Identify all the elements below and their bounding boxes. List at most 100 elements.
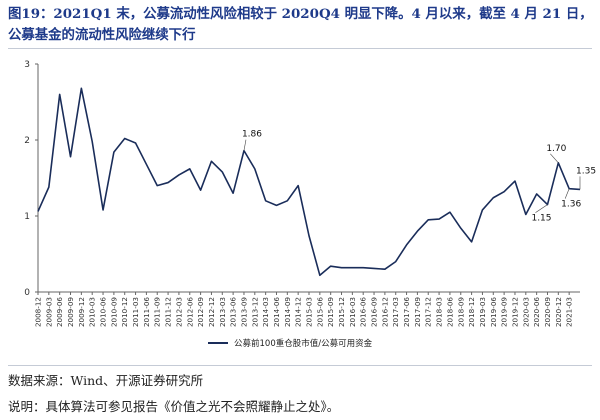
x-tick-label: 2017-03 [391,297,400,327]
y-tick-label: 1 [24,212,30,222]
data-point [112,150,116,154]
x-tick-label: 2015-06 [315,297,324,327]
x-tick-label: 2015-12 [337,297,346,327]
data-point [134,141,138,145]
data-label-leader [535,204,548,213]
data-point [264,199,268,203]
x-tick-label: 2015-09 [326,297,335,327]
x-tick-label: 2012-03 [174,297,183,327]
x-tick-label: 2016-09 [370,297,379,327]
y-tick-labels: 0 1 2 3 [24,60,38,298]
data-point [220,170,224,174]
x-tick-label: 2014-09 [283,297,292,327]
data-point [155,184,159,188]
legend: 公募前100重仓股市值/公募可用资金 [208,338,373,349]
x-tick-labels: 2008-12 2009-03 2009-06 2009-09 2009-12 2010-… [34,292,574,327]
data-point [188,167,192,171]
x-tick-label: 2017-06 [402,297,411,327]
x-tick-label: 2013-06 [229,297,238,327]
data-point [210,159,214,163]
x-tick-label: 2010-03 [88,297,97,327]
legend-label: 公募前100重仓股市值/公募可用资金 [234,338,373,349]
data-point [296,184,300,188]
x-tick-label: 2018-09 [456,297,465,327]
data-label: 1.36 [561,200,581,210]
x-tick-label: 2010-12 [120,297,129,327]
data-point [372,267,376,271]
x-tick-label: 2019-12 [510,297,519,327]
data-point [36,210,40,214]
data-point [416,229,420,233]
x-tick-label: 2020-03 [521,297,530,327]
data-point [383,267,387,271]
data-point [47,185,51,189]
data-point [101,208,105,212]
x-tick-label: 2020-09 [543,297,552,327]
x-tick-label: 2008-12 [34,297,43,327]
x-tick-label: 2018-06 [445,297,454,327]
data-point [524,213,528,217]
x-tick-label: 2019-09 [500,297,509,327]
data-point [80,87,84,91]
x-tick-label: 2020-12 [554,297,563,327]
x-tick-label: 2011-06 [142,297,151,327]
data-point [470,240,474,244]
x-tick-label: 2016-03 [348,297,357,327]
data-point [166,181,170,185]
data-point [231,191,235,195]
data-point [307,234,311,238]
data-label-leader [243,139,247,151]
x-tick-label: 2011-09 [153,297,162,327]
x-tick-label: 2013-03 [218,297,227,327]
data-point [90,140,94,144]
data-point [394,260,398,264]
series-line-group [36,87,581,277]
data-point [361,266,365,270]
data-point [275,204,279,208]
data-label: 1.35 [576,166,596,176]
line-chart: 0 1 2 3 2008-12 2009-03 2009-06 2009-09 2009-12… [24,60,596,349]
bottom-divider [8,365,592,366]
data-label-leader [550,153,559,163]
x-tick-label: 2010-09 [109,297,118,327]
data-label: 1.86 [242,130,262,140]
data-point [481,208,485,212]
x-tick-label: 2021-03 [565,297,574,327]
data-label: 1.15 [531,214,551,224]
x-tick-label: 2019-06 [489,297,498,327]
y-tick-label: 3 [24,60,30,70]
data-label: 1.70 [546,144,566,154]
x-tick-label: 2012-06 [185,297,194,327]
series-line [37,87,581,277]
y-tick-label: 2 [24,136,30,146]
data-point [177,173,181,177]
x-tick-label: 2010-06 [99,297,108,327]
x-tick-label: 2020-06 [532,297,541,327]
data-point [426,218,430,222]
x-tick-label: 2011-12 [164,297,173,327]
data-point [351,266,355,270]
x-tick-label: 2016-06 [359,297,368,327]
data-point [69,155,73,159]
x-tick-label: 2009-12 [77,297,86,327]
data-point [199,188,203,192]
x-tick-label: 2012-12 [207,297,216,327]
data-point [286,199,290,203]
chart-title: 图19：2021Q1 末，公募流动性风险相较于 2020Q4 明显下降。4 月以… [8,6,593,43]
x-tick-label: 2013-12 [250,297,259,327]
x-tick-label: 2009-09 [66,297,75,327]
x-tick-label: 2019-03 [478,297,487,327]
data-point [340,266,344,270]
x-tick-label: 2014-12 [294,297,303,327]
y-tick-label: 0 [24,288,30,298]
x-tick-label: 2017-12 [424,297,433,327]
x-tick-label: 2014-03 [261,297,270,327]
method-note: 说明：具体算法可参见报告《价值之光不会照耀静止之处》。 [8,399,340,414]
x-tick-label: 2009-03 [44,297,53,327]
data-point [123,137,127,141]
data-point [502,190,506,194]
data-point [253,167,257,171]
data-point [437,217,441,221]
top-divider [8,48,592,49]
x-tick-label: 2009-06 [55,297,64,327]
